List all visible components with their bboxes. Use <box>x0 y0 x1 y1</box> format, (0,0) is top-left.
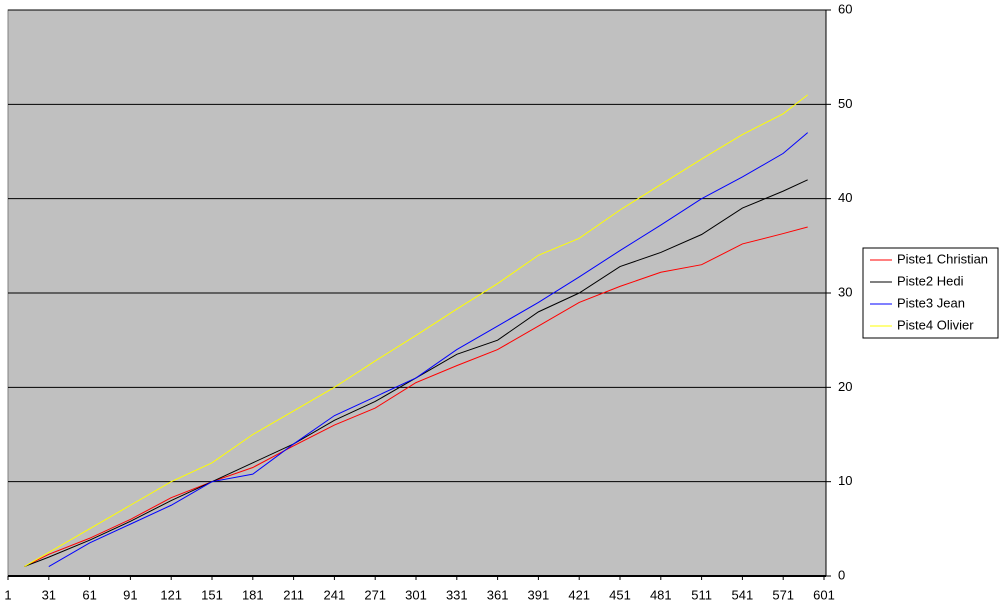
x-tick-label: 31 <box>42 587 56 602</box>
x-tick-label: 571 <box>772 587 794 602</box>
x-tick-label: 271 <box>364 587 386 602</box>
x-tick-label: 121 <box>160 587 182 602</box>
x-tick-label: 391 <box>528 587 550 602</box>
x-tick-label: 211 <box>283 587 304 602</box>
x-tick-label: 61 <box>82 587 96 602</box>
y-tick-label: 20 <box>838 379 852 394</box>
x-tick-label: 181 <box>242 587 264 602</box>
x-tick-label: 361 <box>487 587 509 602</box>
series-line <box>24 94 808 567</box>
y-tick-label: 0 <box>838 567 845 582</box>
x-tick-label: 91 <box>123 587 137 602</box>
legend-label: Piste1 Christian <box>897 251 988 266</box>
legend-label: Piste2 Hedi <box>897 273 964 288</box>
series-line <box>24 226 808 568</box>
x-tick-label: 301 <box>405 587 427 602</box>
y-tick-label: 60 <box>838 1 852 16</box>
series-line <box>48 132 809 567</box>
x-tick-label: 151 <box>201 587 223 602</box>
x-tick-label: 601 <box>813 587 835 602</box>
x-tick-label: 541 <box>732 587 754 602</box>
legend-box <box>862 247 999 339</box>
legend-label: Piste3 Jean <box>897 295 965 310</box>
x-tick-label: 331 <box>446 587 468 602</box>
y-tick-label: 40 <box>838 190 852 205</box>
x-tick-label: 1 <box>4 587 11 602</box>
y-tick-label: 50 <box>838 96 852 111</box>
x-tick-label: 481 <box>650 587 672 602</box>
x-tick-label: 451 <box>609 587 631 602</box>
x-tick-label: 241 <box>324 587 346 602</box>
x-tick-label: 421 <box>568 587 590 602</box>
x-tick-label: 511 <box>691 587 712 602</box>
y-tick-label: 30 <box>838 284 852 299</box>
y-tick-label: 10 <box>838 473 852 488</box>
legend-label: Piste4 Olivier <box>897 317 974 332</box>
